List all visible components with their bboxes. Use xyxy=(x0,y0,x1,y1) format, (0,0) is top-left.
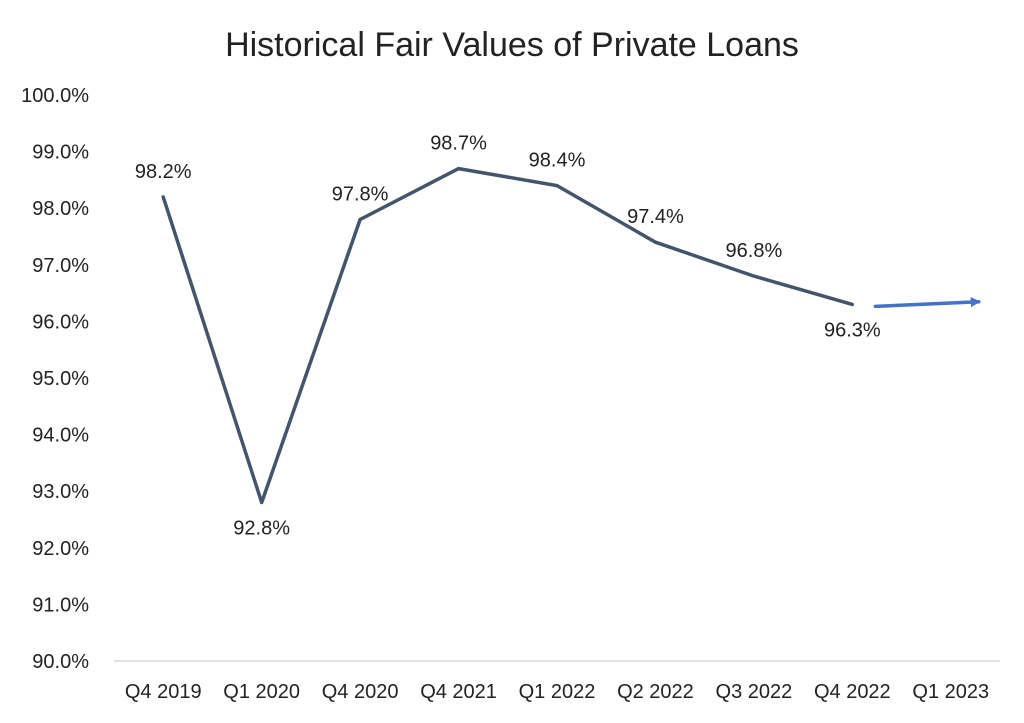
x-tick-label: Q4 2021 xyxy=(420,681,497,703)
series-line xyxy=(161,166,855,505)
data-label: 98.2% xyxy=(135,161,192,183)
series-layer xyxy=(161,166,981,505)
x-tick-label: Q4 2022 xyxy=(814,681,891,703)
y-tick-label: 95.0% xyxy=(32,368,89,390)
x-tick-label: Q1 2023 xyxy=(912,681,989,703)
projection-arrow xyxy=(873,297,981,309)
y-tick-label: 93.0% xyxy=(32,481,89,503)
data-label: 98.7% xyxy=(430,133,487,155)
x-axis: Q4 2019 Q1 2020 Q4 2020 Q4 2021 Q1 2022 Q2 20… xyxy=(114,660,1000,703)
y-tick-label: 91.0% xyxy=(32,594,89,616)
data-label: 96.8% xyxy=(726,240,783,262)
chart-title: Historical Fair Values of Private Loans xyxy=(225,26,799,64)
data-label: 96.3% xyxy=(824,319,881,341)
x-tick-label: Q4 2020 xyxy=(322,681,399,703)
data-label: 97.8% xyxy=(332,184,389,206)
data-labels: 98.2% 92.8% 97.8% 98.7% 98.4% 97.4% 96.8% 96.3% xyxy=(135,133,881,540)
x-tick-label: Q3 2022 xyxy=(716,681,793,703)
data-label: 92.8% xyxy=(233,518,290,540)
y-tick-label: 98.0% xyxy=(32,198,89,220)
y-tick-label: 94.0% xyxy=(32,425,89,447)
y-tick-label: 100.0% xyxy=(21,85,89,107)
x-tick-label: Q1 2022 xyxy=(519,681,596,703)
x-tick-label: Q4 2019 xyxy=(125,681,202,703)
y-axis: 90.0% 91.0% 92.0% 93.0% 94.0% 95.0% 96.0% 97.0%… xyxy=(21,85,89,673)
x-tick-label: Q2 2022 xyxy=(617,681,694,703)
y-tick-label: 96.0% xyxy=(32,311,89,333)
data-label: 98.4% xyxy=(529,150,586,172)
y-tick-label: 99.0% xyxy=(32,142,89,164)
data-label: 97.4% xyxy=(627,206,684,228)
y-tick-label: 92.0% xyxy=(32,538,89,560)
y-tick-label: 97.0% xyxy=(32,255,89,277)
x-tick-label: Q1 2020 xyxy=(223,681,300,703)
y-tick-label: 90.0% xyxy=(32,651,89,673)
